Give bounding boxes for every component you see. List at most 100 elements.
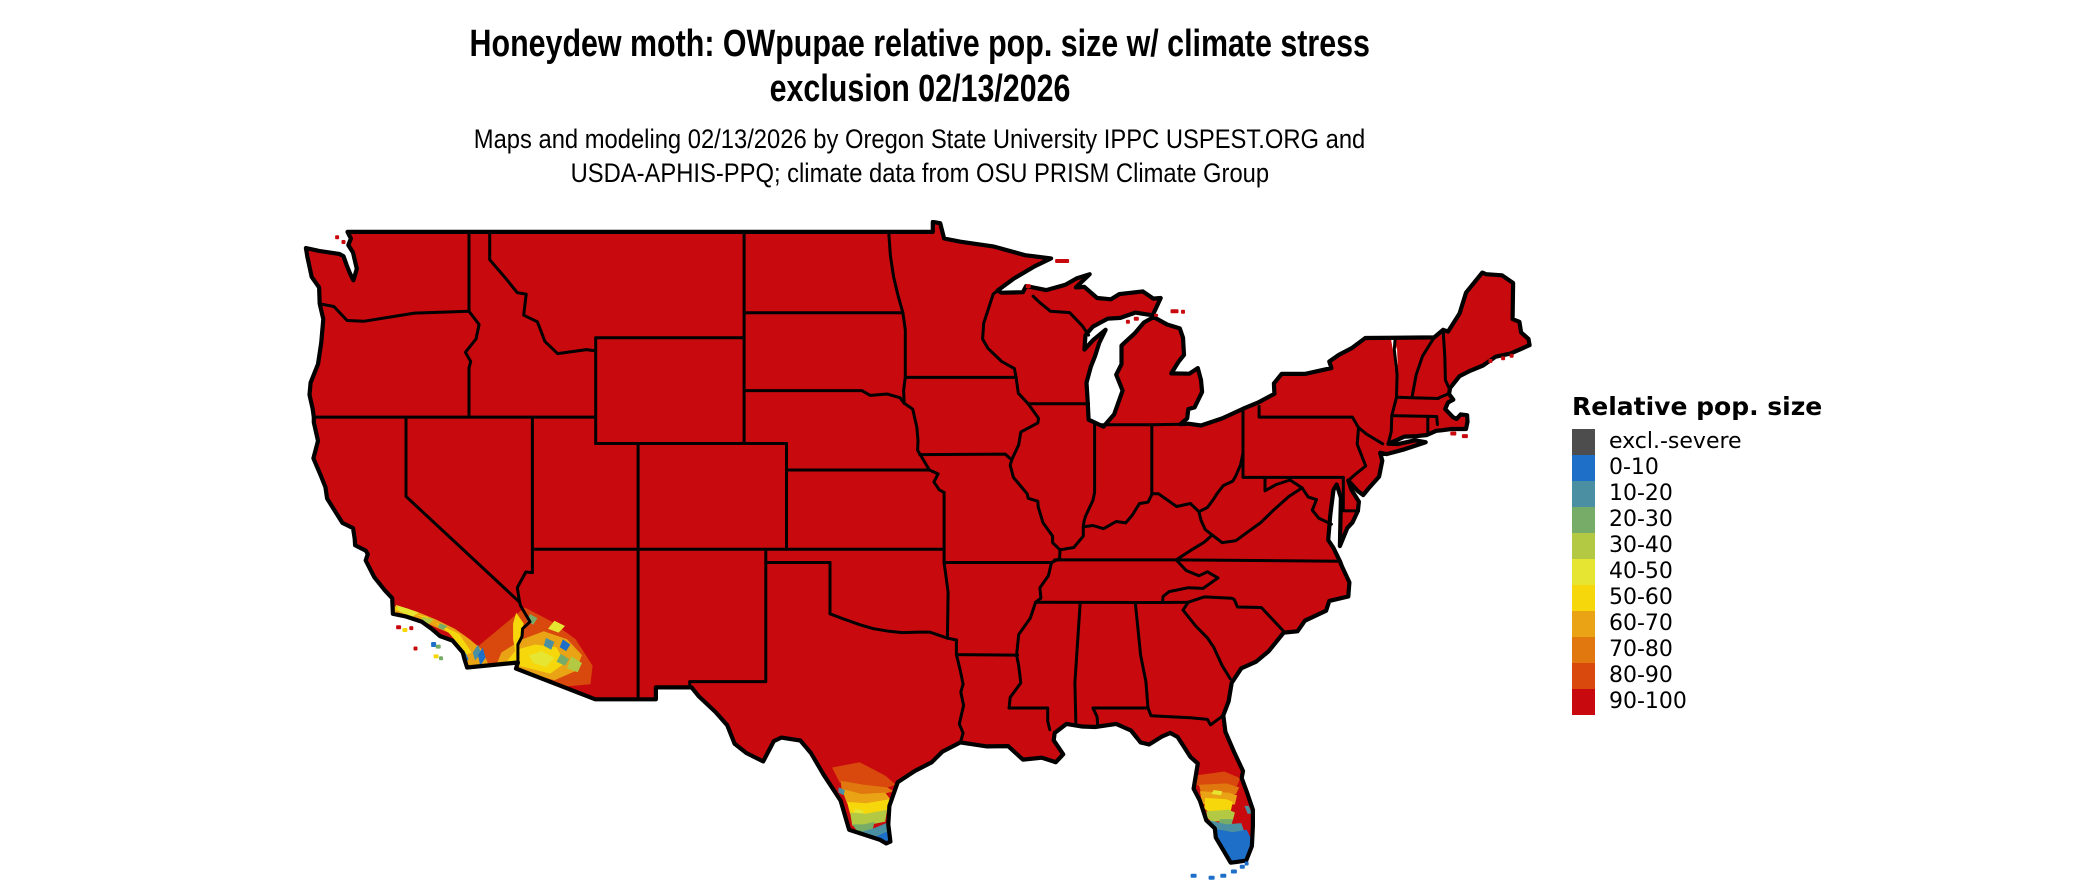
- island-dot: [1055, 259, 1070, 263]
- state-border: [1174, 558, 1342, 563]
- legend-swatch: [1572, 585, 1595, 611]
- legend-label: 20-30: [1609, 507, 1673, 532]
- legend-label: 0-10: [1609, 455, 1659, 480]
- map-region-patch: [850, 809, 888, 826]
- state-border: [1007, 706, 1052, 732]
- legend-item: 50-60: [1572, 585, 1742, 611]
- island-dot: [1230, 869, 1237, 874]
- legend-swatch: [1572, 507, 1595, 533]
- island-dot: [435, 644, 441, 649]
- island-dot: [341, 240, 346, 244]
- state-border: [516, 600, 532, 664]
- map-region-patch: [559, 639, 571, 652]
- state-border: [515, 547, 534, 604]
- island-dot: [439, 656, 443, 661]
- state-border: [1390, 414, 1439, 426]
- state-border: [1341, 475, 1360, 513]
- legend-swatch: [1572, 559, 1595, 585]
- island-dot: [1488, 359, 1493, 363]
- map-region-patch: [543, 637, 555, 650]
- state-border: [828, 612, 958, 642]
- map-region-patch: [437, 623, 448, 630]
- legend-swatch: [1572, 611, 1595, 637]
- legend-item: excl.-severe: [1572, 429, 1742, 455]
- state-border: [1364, 432, 1385, 446]
- map-region-patch: [548, 620, 565, 633]
- state-border: [1346, 426, 1368, 482]
- map-region-patch: [420, 616, 434, 624]
- legend-label: 80-90: [1609, 663, 1673, 688]
- island-dot: [413, 646, 418, 651]
- state-border: [1146, 706, 1225, 727]
- island-dot: [1244, 861, 1249, 866]
- island-dot: [409, 626, 414, 631]
- map-region-patch: [1244, 805, 1252, 814]
- legend-swatch: [1572, 533, 1595, 559]
- map-region-patch: [841, 788, 892, 805]
- state-border: [1007, 561, 1053, 710]
- us-landmass: [305, 221, 1530, 863]
- island-dot: [1501, 356, 1506, 361]
- state-border: [1099, 422, 1183, 427]
- map-region-patch: [395, 604, 419, 617]
- island-dot: [1125, 319, 1130, 324]
- state-border: [918, 452, 1014, 462]
- legend-title: Relative pop. size: [1572, 392, 1823, 421]
- legend-swatch: [1572, 481, 1595, 507]
- state-border: [1210, 486, 1304, 545]
- map-region-patch: [472, 644, 482, 661]
- legend-item: 80-90: [1572, 663, 1742, 689]
- state-border: [1133, 601, 1150, 710]
- island-dot: [1450, 431, 1457, 436]
- map-region-patch: [529, 651, 555, 667]
- legend-item: 30-40: [1572, 533, 1742, 559]
- island-dot: [1208, 875, 1215, 880]
- map-region-patch: [838, 787, 845, 796]
- state-border: [1197, 510, 1214, 537]
- legend-label: 40-50: [1609, 559, 1673, 584]
- legend-label: excl.-severe: [1609, 429, 1742, 454]
- legend-item: 0-10: [1572, 455, 1742, 481]
- subtitle: Maps and modeling 02/13/2026 by Oregon S…: [0, 122, 1840, 190]
- map-region-patch: [1206, 809, 1235, 822]
- legend-label: 90-100: [1609, 689, 1687, 714]
- island-dot: [431, 642, 437, 647]
- island-dot: [1220, 873, 1227, 878]
- state-border: [954, 638, 966, 744]
- legend-swatch: [1572, 637, 1595, 663]
- island-dot: [1181, 309, 1185, 314]
- island-dot: [1239, 864, 1245, 869]
- legend-swatch: [1572, 663, 1595, 689]
- legend-label: 50-60: [1609, 585, 1673, 610]
- page-title: Honeydew moth: OWpupae relative pop. siz…: [0, 22, 1840, 112]
- offshore-islands: [335, 235, 1514, 880]
- island-dot: [402, 628, 408, 632]
- legend-item: 70-80: [1572, 637, 1742, 663]
- island-dot: [396, 625, 402, 630]
- legend-item: 90-100: [1572, 689, 1742, 715]
- state-border: [981, 289, 1062, 564]
- legend-item: 60-70: [1572, 611, 1742, 637]
- map-region-patch: [1212, 828, 1252, 863]
- legend-item: 10-20: [1572, 481, 1742, 507]
- us-map: [303, 220, 1532, 880]
- island-dot: [1133, 316, 1139, 321]
- state-border: [488, 230, 598, 356]
- island-dot: [1154, 313, 1159, 317]
- state-border: [1263, 475, 1304, 493]
- state-borders: [312, 230, 1451, 744]
- state-border: [1395, 392, 1450, 400]
- legend-label: 30-40: [1609, 533, 1673, 558]
- state-border: [927, 468, 946, 494]
- state-border: [1441, 328, 1451, 390]
- island-dot: [433, 654, 439, 659]
- subtitle-line-2: USDA-APHIS-PPQ; climate data from OSU PR…: [570, 158, 1270, 188]
- state-border: [1081, 423, 1097, 529]
- state-border: [463, 309, 481, 419]
- island-dot: [1509, 353, 1514, 358]
- state-border: [1257, 405, 1368, 436]
- legend-label: 70-80: [1609, 637, 1673, 662]
- legend-swatch: [1572, 455, 1595, 481]
- state-border: [887, 230, 905, 315]
- island-dot: [1025, 284, 1031, 289]
